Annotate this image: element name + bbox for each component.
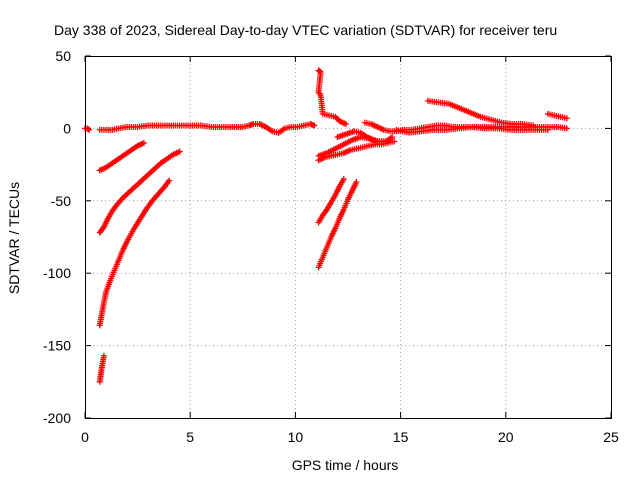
x-tick-label: 15 [393, 429, 409, 445]
data-point [389, 134, 396, 141]
axis-ticks: 0 5 10 15 20 25 50 0 -50 -100 -150 -200 [43, 48, 619, 445]
y-tick-label: 0 [63, 120, 71, 136]
data-point [100, 352, 107, 359]
plot-frame [85, 56, 612, 419]
chart-title: Day 338 of 2023, Sidereal Day-to-day VTE… [54, 22, 557, 38]
series-1 [96, 121, 318, 136]
y-axis-label: SDTVAR / TECUs [6, 182, 22, 294]
series-12 [424, 97, 537, 129]
y-tick-label: -150 [43, 338, 71, 354]
y-tick-label: -100 [43, 265, 71, 281]
data-point [563, 125, 570, 132]
data-points [82, 67, 570, 385]
x-tick-label: 20 [498, 429, 514, 445]
series-4 [96, 177, 173, 329]
data-point [85, 126, 92, 133]
data-point [176, 148, 183, 155]
data-point [311, 122, 318, 129]
data-point [530, 122, 537, 129]
x-tick-label: 5 [186, 429, 194, 445]
data-point [316, 90, 323, 97]
series-15 [315, 178, 360, 271]
y-tick-label: -200 [43, 410, 71, 426]
x-tick-label: 0 [81, 429, 89, 445]
x-tick-label: 10 [288, 429, 304, 445]
series-5 [96, 352, 107, 385]
data-point [391, 138, 398, 145]
series-2 [96, 139, 147, 174]
data-point [166, 177, 173, 184]
x-tick-label: 25 [603, 429, 619, 445]
data-point [140, 139, 147, 146]
series-13 [544, 110, 570, 122]
grid-lines [85, 56, 611, 418]
y-tick-label: -50 [51, 193, 71, 209]
data-point [86, 126, 93, 133]
data-point [353, 178, 360, 185]
y-tick-label: 50 [55, 48, 71, 64]
x-axis-label: GPS time / hours [292, 457, 399, 473]
data-point [563, 115, 570, 122]
series-9 [315, 134, 396, 159]
series-6 [315, 67, 349, 128]
data-point [340, 176, 347, 183]
series-11 [393, 123, 551, 136]
series-0 [82, 125, 93, 133]
series-3 [96, 148, 183, 236]
series-14 [315, 176, 347, 226]
data-point [544, 126, 551, 133]
data-point [342, 121, 349, 128]
